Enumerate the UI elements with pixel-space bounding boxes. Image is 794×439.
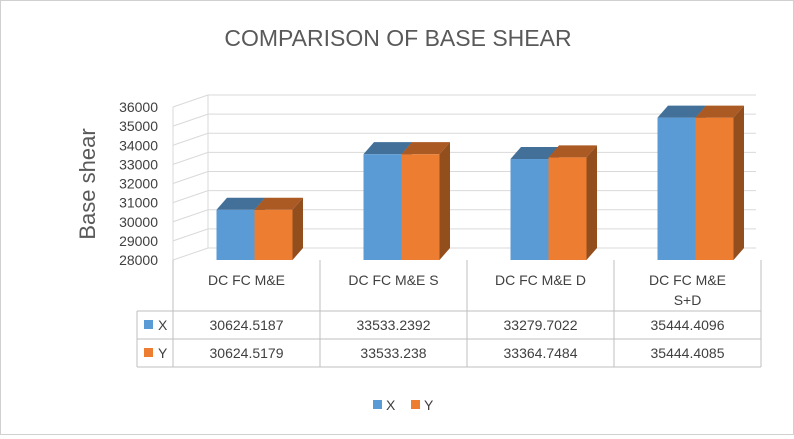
bar-top <box>510 147 559 160</box>
bar-top <box>216 197 265 210</box>
bar-y-4 <box>695 105 744 260</box>
gridlines <box>172 94 756 261</box>
table-legend-key <box>144 320 153 329</box>
y-tick-label: 35000 <box>119 118 158 134</box>
y-axis-label: Base shear <box>75 128 100 239</box>
y-tick-label: 34000 <box>119 137 158 153</box>
y-tick-label: 29000 <box>119 233 158 249</box>
legend-key <box>373 400 382 409</box>
y-tick-label: 31000 <box>119 195 158 211</box>
bar-front <box>510 159 549 260</box>
x-tick-label: DC FC M&E D <box>495 272 586 288</box>
bar-front <box>401 154 440 260</box>
bar-y-2 <box>401 142 450 260</box>
y-tick-label: 33000 <box>119 156 158 172</box>
legend-label: X <box>386 397 396 413</box>
bar-front <box>216 209 255 260</box>
y-tick-label: 36000 <box>119 99 158 115</box>
data-label: 33533.2392 <box>357 317 431 333</box>
y-tick-label: 28000 <box>119 252 158 268</box>
bar-front <box>254 209 293 260</box>
table-series-name: Y <box>158 345 168 361</box>
bar-top <box>401 142 450 155</box>
bar-y-1 <box>254 197 303 260</box>
bar-top <box>548 145 597 158</box>
x-tick-label: DC FC M&E <box>208 272 285 288</box>
bar-side <box>439 142 450 260</box>
table-series-name: X <box>158 317 168 333</box>
x-tick-label: DC FC M&E S+D <box>649 272 726 308</box>
legend-label: Y <box>424 397 434 413</box>
data-label: 33364.7484 <box>504 345 578 361</box>
y-tick-label: 32000 <box>119 176 158 192</box>
bar-top <box>254 197 303 210</box>
bar-side <box>733 105 744 260</box>
bar-y-3 <box>548 145 597 260</box>
bar-x-4 <box>657 105 706 260</box>
bar-front <box>657 117 696 260</box>
bar-front <box>363 154 402 260</box>
y-tick-label: 30000 <box>119 214 158 230</box>
bar-front <box>548 157 587 260</box>
chart-title: COMPARISON OF BASE SHEAR <box>224 25 571 51</box>
bar-side <box>586 145 597 260</box>
gridline <box>172 94 756 108</box>
x-tick-label: DC FC M&E S <box>348 272 438 288</box>
data-label: 35444.4085 <box>651 345 725 361</box>
data-label: 30624.5187 <box>210 317 284 333</box>
bar-top <box>695 105 744 118</box>
table-legend-key <box>144 348 153 357</box>
bar-marks <box>216 105 744 260</box>
data-label: 35444.4096 <box>651 317 725 333</box>
y-axis-ticks: 28000 29000 30000 31000 32000 33000 34000 35000… <box>119 99 158 268</box>
data-label: 30624.5179 <box>210 345 284 361</box>
bar-top <box>363 142 412 155</box>
bar-front <box>695 117 734 260</box>
data-table: DC FC M&E DC FC M&E S DC FC M&E D DC FC M&E… <box>136 260 762 368</box>
bar-side <box>292 197 303 260</box>
data-label: 33533.238 <box>360 345 426 361</box>
bar-top <box>657 105 706 118</box>
data-label: 33279.7022 <box>504 317 578 333</box>
legend-key <box>411 400 420 409</box>
